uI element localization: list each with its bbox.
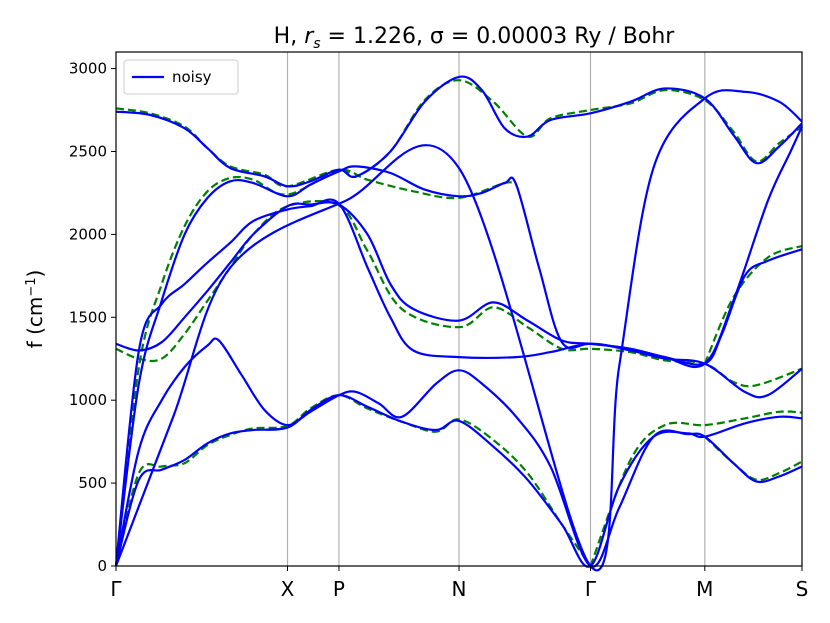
x-tick-label-2: P	[333, 577, 345, 601]
y-axis-ticks: 0 500 1000 1500 2000 2500 3000	[69, 60, 116, 575]
y-tick-label-2500: 2500	[69, 142, 107, 160]
high-symmetry-gridlines	[286, 52, 706, 566]
noisy-band-6	[114, 89, 803, 572]
x-tick-label-0: Γ	[110, 577, 122, 601]
y-tick-label-2000: 2000	[69, 225, 107, 243]
reference-band-5	[703, 244, 803, 365]
y-tick-label-1500: 1500	[69, 308, 107, 326]
chart-title: H, rs = 1.226, σ = 0.00003 Ry / Bohr	[274, 24, 676, 52]
x-tick-label-1: X	[281, 577, 295, 601]
y-tick-label-500: 500	[78, 474, 107, 492]
band-curves	[114, 75, 804, 572]
reference-band-1	[589, 410, 803, 567]
y-axis-label: f (cm−1)	[23, 270, 47, 349]
x-tick-label-5: M	[696, 577, 713, 601]
y-tick-label-1000: 1000	[69, 391, 107, 409]
legend-label-noisy: noisy	[172, 68, 212, 86]
y-tick-label-3000: 3000	[69, 60, 107, 78]
legend: noisy	[123, 59, 239, 95]
legend-box	[123, 59, 239, 95]
noisy-band-4	[114, 126, 804, 567]
x-tick-label-3: N	[452, 577, 467, 601]
y-tick-label-0: 0	[97, 557, 107, 575]
x-tick-label-4: Γ	[585, 577, 597, 601]
noisy-band-1	[114, 337, 803, 568]
reference-band-2	[115, 199, 803, 388]
x-tick-label-6: S	[796, 577, 809, 601]
reference-band-4	[115, 107, 517, 200]
